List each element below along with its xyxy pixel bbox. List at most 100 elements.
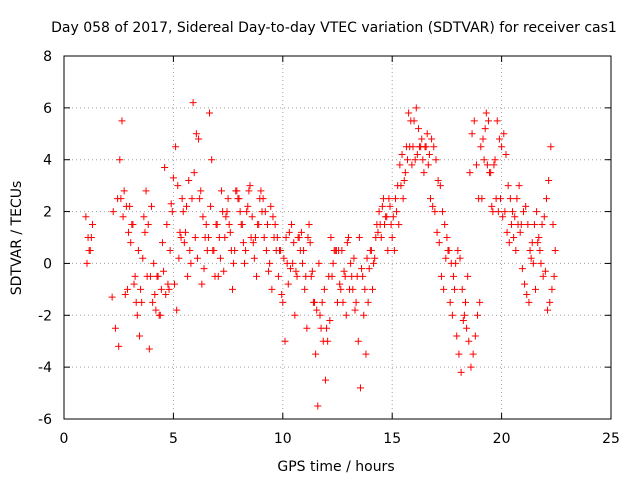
data-point bbox=[342, 311, 350, 319]
data-point bbox=[224, 195, 232, 203]
data-point bbox=[429, 202, 437, 210]
data-point bbox=[510, 234, 518, 241]
data-point bbox=[248, 213, 256, 221]
data-point bbox=[269, 213, 277, 221]
data-point bbox=[292, 267, 300, 275]
data-point bbox=[458, 285, 466, 293]
data-point bbox=[303, 324, 311, 332]
data-point bbox=[183, 202, 191, 210]
data-point bbox=[150, 259, 158, 267]
data-point bbox=[539, 272, 547, 280]
data-point bbox=[133, 311, 141, 319]
data-point bbox=[335, 246, 343, 254]
data-point bbox=[412, 104, 420, 112]
data-point bbox=[129, 221, 137, 229]
data-point bbox=[401, 169, 409, 177]
data-point bbox=[326, 316, 334, 324]
data-point bbox=[497, 195, 505, 203]
data-point bbox=[232, 187, 240, 195]
data-point bbox=[317, 324, 325, 332]
data-point bbox=[365, 265, 373, 273]
data-point bbox=[414, 125, 422, 133]
data-point bbox=[295, 234, 303, 241]
data-point bbox=[139, 254, 147, 262]
data-point bbox=[290, 239, 298, 247]
data-point bbox=[529, 259, 537, 267]
data-point bbox=[288, 221, 296, 229]
y-tick-label: -6 bbox=[38, 412, 52, 428]
data-point bbox=[359, 272, 367, 280]
data-point bbox=[452, 259, 460, 267]
data-point bbox=[361, 285, 369, 293]
data-point bbox=[178, 195, 186, 203]
data-point bbox=[400, 176, 408, 184]
data-point bbox=[88, 221, 96, 229]
data-point bbox=[509, 208, 517, 216]
x-tick-label: 0 bbox=[60, 431, 69, 447]
data-point bbox=[186, 246, 194, 254]
data-point bbox=[258, 208, 266, 216]
data-point bbox=[494, 208, 502, 216]
data-point bbox=[175, 254, 183, 262]
data-point bbox=[162, 291, 170, 299]
data-point bbox=[212, 221, 220, 229]
data-point bbox=[524, 221, 532, 229]
data-point bbox=[398, 151, 406, 159]
data-point bbox=[250, 254, 258, 262]
data-point bbox=[160, 267, 168, 275]
data-point bbox=[428, 135, 436, 143]
data-point bbox=[533, 208, 541, 216]
data-point bbox=[416, 143, 424, 151]
data-point bbox=[313, 306, 321, 314]
data-point bbox=[483, 161, 491, 169]
data-point bbox=[348, 272, 356, 280]
data-point bbox=[425, 151, 433, 159]
data-point bbox=[548, 285, 556, 293]
data-point bbox=[343, 239, 351, 247]
data-point bbox=[170, 280, 178, 288]
data-point bbox=[289, 259, 297, 267]
data-point bbox=[263, 221, 271, 229]
data-point bbox=[540, 213, 548, 221]
data-point bbox=[484, 117, 492, 125]
data-point bbox=[199, 213, 207, 221]
data-point bbox=[125, 228, 133, 236]
data-point bbox=[502, 151, 510, 159]
data-point bbox=[193, 254, 201, 262]
data-point bbox=[355, 234, 363, 241]
data-point bbox=[389, 213, 397, 221]
data-point bbox=[298, 259, 306, 267]
data-point bbox=[218, 187, 226, 195]
data-point bbox=[280, 254, 288, 262]
data-point bbox=[367, 246, 375, 254]
data-point bbox=[320, 285, 328, 293]
data-point bbox=[463, 324, 471, 332]
data-point bbox=[395, 221, 403, 229]
data-point bbox=[453, 332, 461, 340]
data-point bbox=[407, 117, 415, 125]
data-point bbox=[364, 298, 372, 306]
x-tick-label: 25 bbox=[602, 431, 620, 447]
data-point bbox=[523, 291, 531, 299]
data-point bbox=[339, 298, 347, 306]
data-point bbox=[444, 246, 452, 254]
data-point bbox=[442, 254, 450, 262]
data-point bbox=[203, 246, 211, 254]
data-point bbox=[464, 272, 472, 280]
data-point bbox=[468, 130, 476, 138]
data-point bbox=[358, 265, 366, 273]
data-point bbox=[479, 135, 487, 143]
data-point bbox=[486, 169, 494, 177]
data-point bbox=[456, 254, 464, 262]
data-point bbox=[431, 208, 439, 216]
data-point bbox=[238, 221, 246, 229]
data-point bbox=[546, 298, 554, 306]
data-point bbox=[312, 350, 320, 358]
data-point bbox=[262, 246, 270, 254]
data-point bbox=[495, 135, 503, 143]
data-point bbox=[455, 350, 463, 358]
data-point bbox=[109, 208, 117, 216]
data-point bbox=[305, 221, 313, 229]
data-point bbox=[360, 311, 368, 319]
data-point bbox=[545, 176, 553, 184]
